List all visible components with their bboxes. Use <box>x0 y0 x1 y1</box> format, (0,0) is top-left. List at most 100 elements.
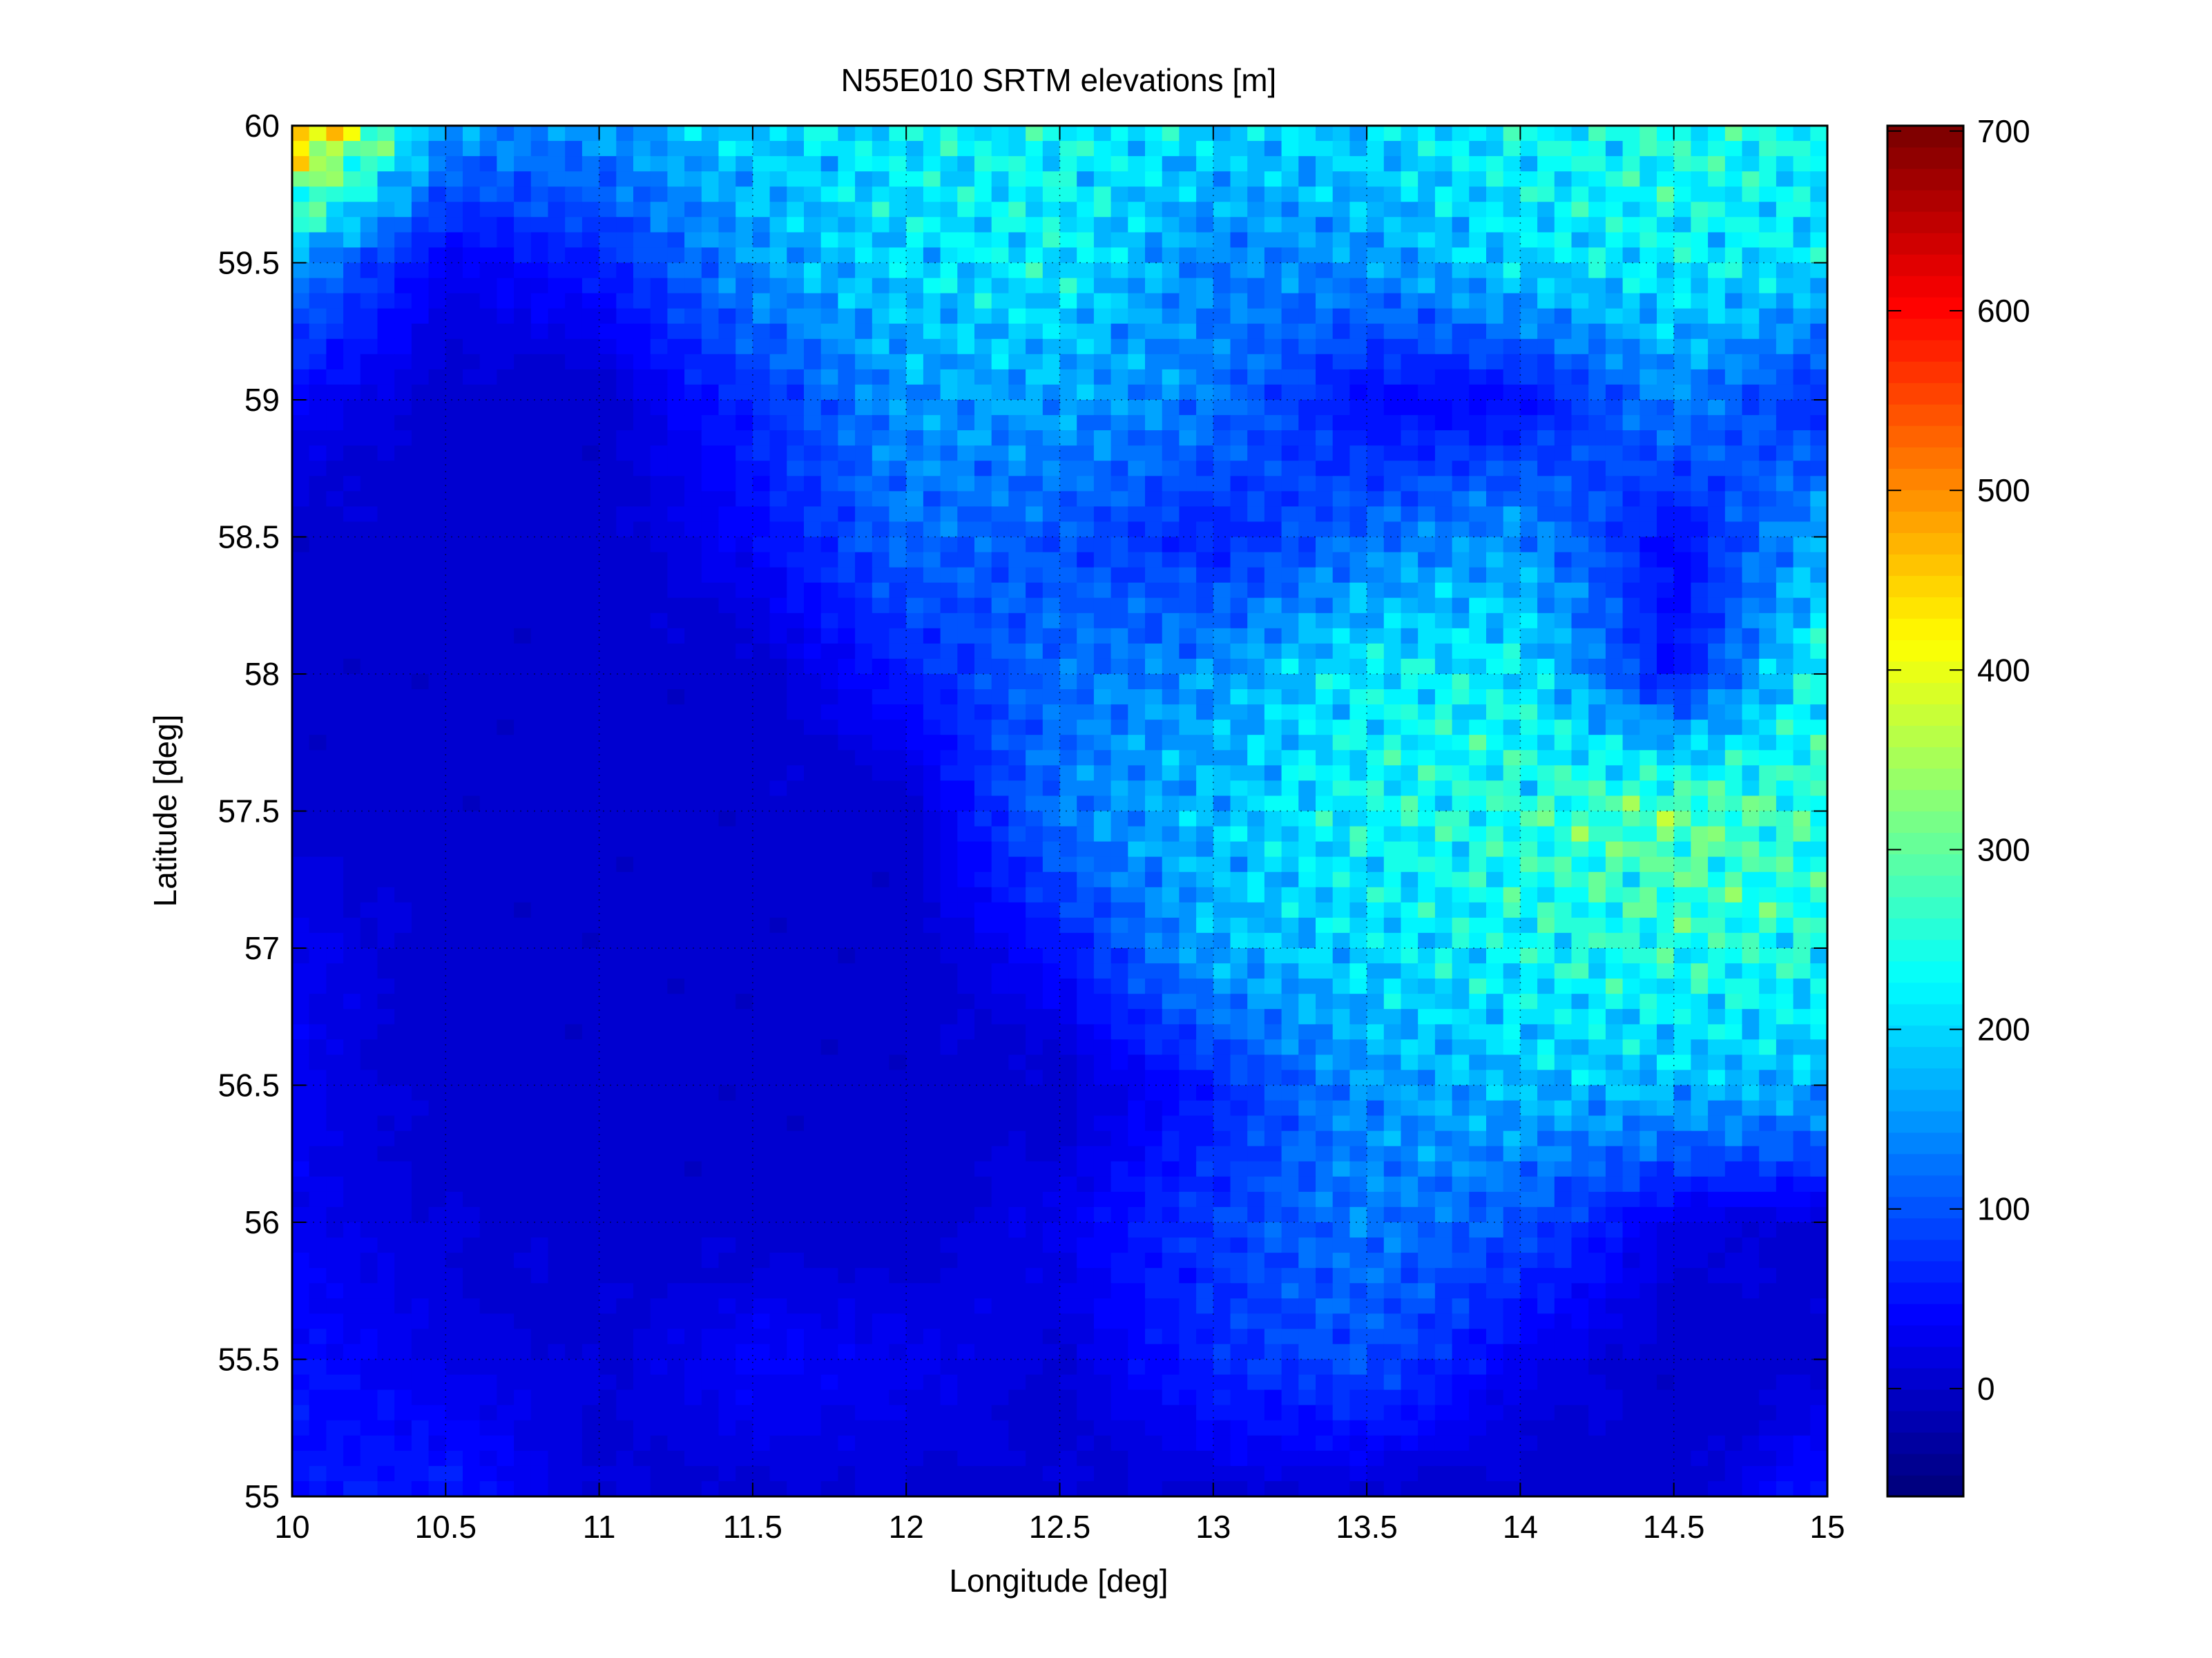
heatmap-cell <box>752 445 771 462</box>
heatmap-cell <box>1179 902 1197 918</box>
heatmap-cell <box>1776 308 1794 325</box>
heatmap-cell <box>343 765 361 782</box>
heatmap-cell <box>906 567 924 584</box>
heatmap-cell <box>923 948 941 964</box>
heatmap-cell <box>445 780 463 797</box>
heatmap-cell <box>650 780 669 797</box>
heatmap-cell <box>1179 430 1197 446</box>
heatmap-cell <box>1316 750 1334 767</box>
heatmap-cell <box>1486 445 1504 462</box>
heatmap-cell <box>1264 369 1282 385</box>
heatmap-cell <box>1434 552 1453 568</box>
heatmap-cell <box>565 811 583 827</box>
heatmap-cell <box>1605 704 1624 720</box>
heatmap-cell <box>1162 461 1180 477</box>
heatmap-cell <box>1162 323 1180 340</box>
heatmap-cell <box>940 384 959 401</box>
heatmap-cell <box>991 658 1010 675</box>
heatmap-cell <box>1708 765 1726 782</box>
heatmap-cell <box>1077 796 1095 812</box>
heatmap-cell <box>394 948 412 964</box>
heatmap-cell <box>872 232 890 249</box>
heatmap-cell <box>1383 932 1402 949</box>
heatmap-cell <box>872 491 890 508</box>
heatmap-cell <box>292 232 310 249</box>
heatmap-cell <box>616 232 634 249</box>
heatmap-cell <box>394 217 412 233</box>
heatmap-cell <box>1657 826 1675 842</box>
heatmap-cell <box>1776 461 1794 477</box>
heatmap-cell <box>1724 400 1743 416</box>
heatmap-cell <box>650 887 669 903</box>
heatmap-cell <box>752 354 771 370</box>
heatmap-cell <box>581 704 600 720</box>
heatmap-cell <box>1708 796 1726 812</box>
heatmap-cell <box>1196 871 1214 888</box>
heatmap-cell <box>923 582 941 599</box>
heatmap-cell <box>309 720 327 736</box>
heatmap-cell <box>1622 491 1641 508</box>
heatmap-cell <box>377 750 395 767</box>
heatmap-cell <box>906 476 924 492</box>
heatmap-cell <box>1486 400 1504 416</box>
heatmap-cell <box>1469 308 1487 325</box>
heatmap-cell <box>1742 293 1760 309</box>
heatmap-cell <box>1128 186 1146 203</box>
heatmap-cell <box>1742 735 1760 751</box>
heatmap-cell <box>1093 658 1112 675</box>
heatmap-cell <box>1691 491 1709 508</box>
heatmap-cell <box>1588 202 1606 218</box>
heatmap-cell <box>1077 552 1095 568</box>
heatmap-cell <box>479 262 498 279</box>
heatmap-cell <box>1316 917 1334 934</box>
heatmap-cell <box>445 171 463 188</box>
heatmap-cell <box>360 461 378 477</box>
heatmap-cell <box>838 811 856 827</box>
heatmap-cell <box>599 141 617 157</box>
heatmap-cell <box>565 841 583 858</box>
heatmap-cell <box>1537 506 1555 523</box>
heatmap-cell <box>394 871 412 888</box>
heatmap-cell <box>974 369 992 385</box>
heatmap-cell <box>1810 597 1828 614</box>
heatmap-cell <box>1520 247 1538 264</box>
heatmap-cell <box>1110 156 1129 172</box>
heatmap-cell <box>514 537 532 553</box>
heatmap-cell <box>1332 902 1351 918</box>
heatmap-cell <box>1349 141 1367 157</box>
heatmap-cell <box>1196 948 1214 964</box>
heatmap-cell <box>326 323 344 340</box>
heatmap-cell <box>360 354 378 370</box>
heatmap-cell <box>1213 461 1231 477</box>
heatmap-cell <box>1059 689 1077 705</box>
heatmap-cell <box>1162 400 1180 416</box>
heatmap-cell <box>1657 932 1675 949</box>
heatmap-cell <box>701 323 720 340</box>
heatmap-cell <box>1776 171 1794 188</box>
heatmap-cell <box>1691 735 1709 751</box>
heatmap-cell <box>872 948 890 964</box>
heatmap-cell <box>957 689 975 705</box>
heatmap-cell <box>1418 735 1436 751</box>
heatmap-cell <box>684 720 702 736</box>
heatmap-cell <box>428 171 447 188</box>
heatmap-cell <box>360 384 378 401</box>
heatmap-cell <box>1537 887 1555 903</box>
heatmap-cell <box>1332 537 1351 553</box>
heatmap-cell <box>1776 628 1794 644</box>
heatmap-cell <box>309 400 327 416</box>
heatmap-cell <box>1367 841 1385 858</box>
heatmap-cell <box>326 735 344 751</box>
heatmap-cell <box>735 856 753 873</box>
heatmap-cell <box>428 613 447 629</box>
heatmap-cell <box>1469 369 1487 385</box>
heatmap-cell <box>1434 628 1453 644</box>
heatmap-cell <box>1281 948 1300 964</box>
heatmap-cell <box>1383 720 1402 736</box>
heatmap-cell <box>1059 720 1077 736</box>
heatmap-cell <box>1691 278 1709 294</box>
heatmap-cell <box>855 293 873 309</box>
heatmap-cell <box>1434 126 1453 142</box>
heatmap-cell <box>1673 506 1692 523</box>
heatmap-cell <box>1383 674 1402 690</box>
